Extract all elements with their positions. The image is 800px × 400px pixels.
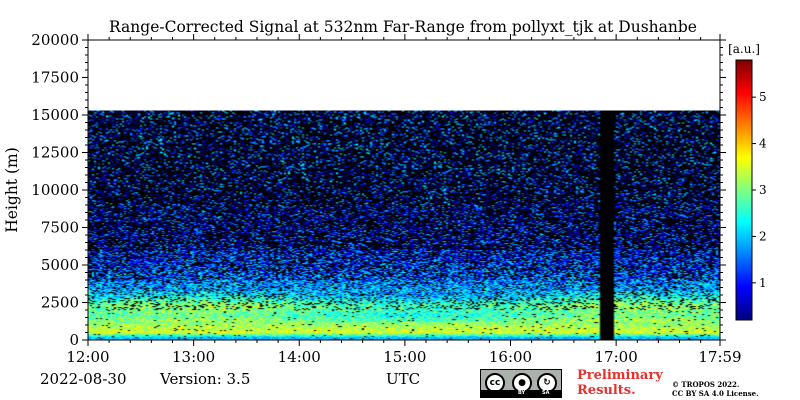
colorbar-tick-label: 4 bbox=[759, 137, 767, 151]
copyright-label: © TROPOS 2022. CC BY SA 4.0 License. bbox=[672, 380, 759, 398]
by-label: BY bbox=[518, 390, 526, 396]
colorbar-tick-label: 2 bbox=[759, 229, 767, 243]
y-tick-label: 17500 bbox=[31, 69, 79, 87]
cc-badge-strip: BY SA bbox=[481, 390, 561, 397]
colorbar-tick-label: 1 bbox=[759, 276, 767, 290]
preliminary-results-label: Preliminary Results. bbox=[577, 368, 663, 398]
cc-license-badge: cc ● ↻ BY SA bbox=[480, 369, 562, 398]
colorbar-unit: [a.u.] bbox=[728, 42, 760, 56]
x-tick-label: 17:00 bbox=[595, 348, 638, 366]
x-axis: 12:00 13:00 14:00 15:00 16:00 17:00 17:59 bbox=[66, 34, 742, 366]
y-tick-label: 10000 bbox=[31, 181, 79, 199]
colorbar-ticks: 1 2 3 4 5 bbox=[752, 90, 767, 290]
y-tick-label: 20000 bbox=[31, 31, 79, 49]
y-axis-label: Height (m) bbox=[3, 147, 21, 233]
y-tick-label: 5000 bbox=[41, 256, 79, 274]
chart-title: Range-Corrected Signal at 532nm Far-Rang… bbox=[109, 18, 697, 36]
date-label: 2022-08-30 bbox=[40, 370, 127, 388]
sa-label: SA bbox=[542, 390, 550, 396]
x-axis-label: UTC bbox=[386, 370, 421, 388]
colorbar bbox=[736, 60, 752, 320]
y-tick-label: 15000 bbox=[31, 106, 79, 124]
x-tick-label: 15:00 bbox=[383, 348, 426, 366]
x-tick-label: 12:00 bbox=[66, 348, 109, 366]
y-tick-label: 12500 bbox=[31, 144, 79, 162]
x-tick-label: 16:00 bbox=[489, 348, 532, 366]
x-tick-label: 17:59 bbox=[698, 348, 741, 366]
x-tick-label: 13:00 bbox=[172, 348, 215, 366]
y-tick-label: 7500 bbox=[41, 219, 79, 237]
colorbar-tick-label: 5 bbox=[759, 90, 767, 104]
colorbar-tick-label: 3 bbox=[759, 183, 767, 197]
y-tick-label: 0 bbox=[69, 331, 79, 349]
x-tick-label: 14:00 bbox=[278, 348, 321, 366]
heatmap-image bbox=[88, 110, 720, 340]
y-tick-label: 2500 bbox=[41, 294, 79, 312]
version-label: Version: 3.5 bbox=[160, 370, 251, 388]
y-axis: 0 2500 5000 7500 10000 12500 15000 17500 20000 bbox=[31, 31, 726, 349]
